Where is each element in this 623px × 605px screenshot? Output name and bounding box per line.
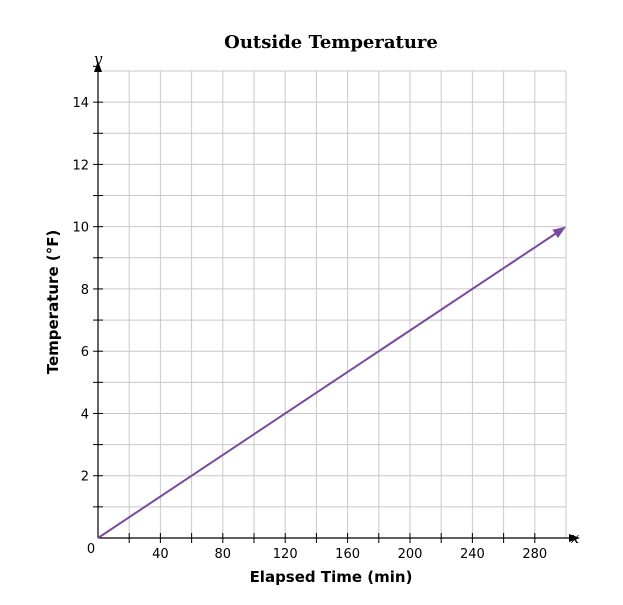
y-tick-label: 2	[81, 470, 89, 485]
series-arrowhead	[552, 226, 566, 239]
origin-label: 0	[87, 542, 95, 557]
y-axis-arrow	[94, 61, 102, 72]
chart-title: Outside Temperature	[224, 32, 438, 53]
x-tick-label: 160	[335, 547, 360, 562]
x-axis-title: Elapsed Time (min)	[250, 568, 413, 586]
x-tick-label: 280	[522, 547, 547, 562]
y-axis-variable: y	[93, 50, 103, 68]
grid	[98, 70, 567, 538]
y-axis-title: Temperature (°F)	[44, 230, 62, 375]
y-tick-label: 12	[72, 158, 89, 173]
x-axis-variable: x	[571, 529, 580, 547]
x-tick-label: 80	[215, 547, 232, 562]
y-tick-label: 4	[81, 407, 89, 422]
x-tick-label: 120	[273, 547, 298, 562]
x-tick-label: 200	[398, 547, 423, 562]
y-tick-label: 10	[72, 221, 89, 236]
x-tick-label: 40	[152, 547, 169, 562]
series-group	[97, 226, 566, 539]
y-tick-label: 14	[72, 96, 89, 111]
y-tick-label: 8	[81, 283, 89, 298]
y-tick-label: 6	[81, 345, 89, 360]
axes	[94, 61, 580, 542]
x-tick-label: 240	[460, 547, 485, 562]
ticks: 40 80 120 160 200 240 280 2 4 6 8 10 12 14	[72, 96, 547, 562]
series-line	[97, 229, 562, 539]
x-axis-arrow	[569, 534, 580, 542]
